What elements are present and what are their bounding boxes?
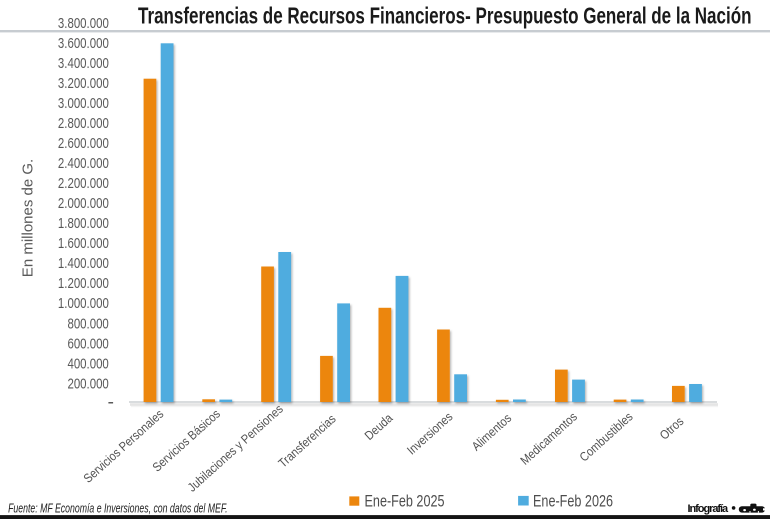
svg-text:En millones de G.: En millones de G. <box>20 159 37 277</box>
svg-text:Infografía: Infografía <box>688 503 730 515</box>
svg-text:3.600.000: 3.600.000 <box>58 35 109 52</box>
svg-text:2.800.000: 2.800.000 <box>58 115 109 132</box>
svg-text:200.000: 200.000 <box>67 375 108 392</box>
svg-text:600.000: 600.000 <box>67 335 108 352</box>
svg-text:1.200.000: 1.200.000 <box>58 275 109 292</box>
svg-text:3.200.000: 3.200.000 <box>58 75 109 92</box>
svg-text:3.800.000: 3.800.000 <box>58 15 109 32</box>
svg-text:Transferencias de Recursos Fin: Transferencias de Recursos Financieros- … <box>138 4 751 29</box>
svg-text:3.400.000: 3.400.000 <box>58 55 109 72</box>
svg-text:1.600.000: 1.600.000 <box>58 235 109 252</box>
svg-text:Fuente: MF Economía e Inversio: Fuente: MF Economía e Inversiones, con d… <box>8 502 227 516</box>
svg-text:1.400.000: 1.400.000 <box>58 255 109 272</box>
svg-text:2.200.000: 2.200.000 <box>58 175 109 192</box>
svg-text:2.400.000: 2.400.000 <box>58 155 109 172</box>
svg-text:1.000.000: 1.000.000 <box>58 295 109 312</box>
svg-text:Ene-Feb 2025: Ene-Feb 2025 <box>365 492 445 511</box>
svg-text:2.600.000: 2.600.000 <box>58 135 109 152</box>
svg-text:3.000.000: 3.000.000 <box>58 95 109 112</box>
svg-text:400.000: 400.000 <box>67 355 108 372</box>
svg-text:Ene-Feb 2026: Ene-Feb 2026 <box>533 492 613 511</box>
svg-text:2.000.000: 2.000.000 <box>58 195 109 212</box>
svg-text:1.800.000: 1.800.000 <box>58 215 109 232</box>
svg-text:800.000: 800.000 <box>67 315 108 332</box>
